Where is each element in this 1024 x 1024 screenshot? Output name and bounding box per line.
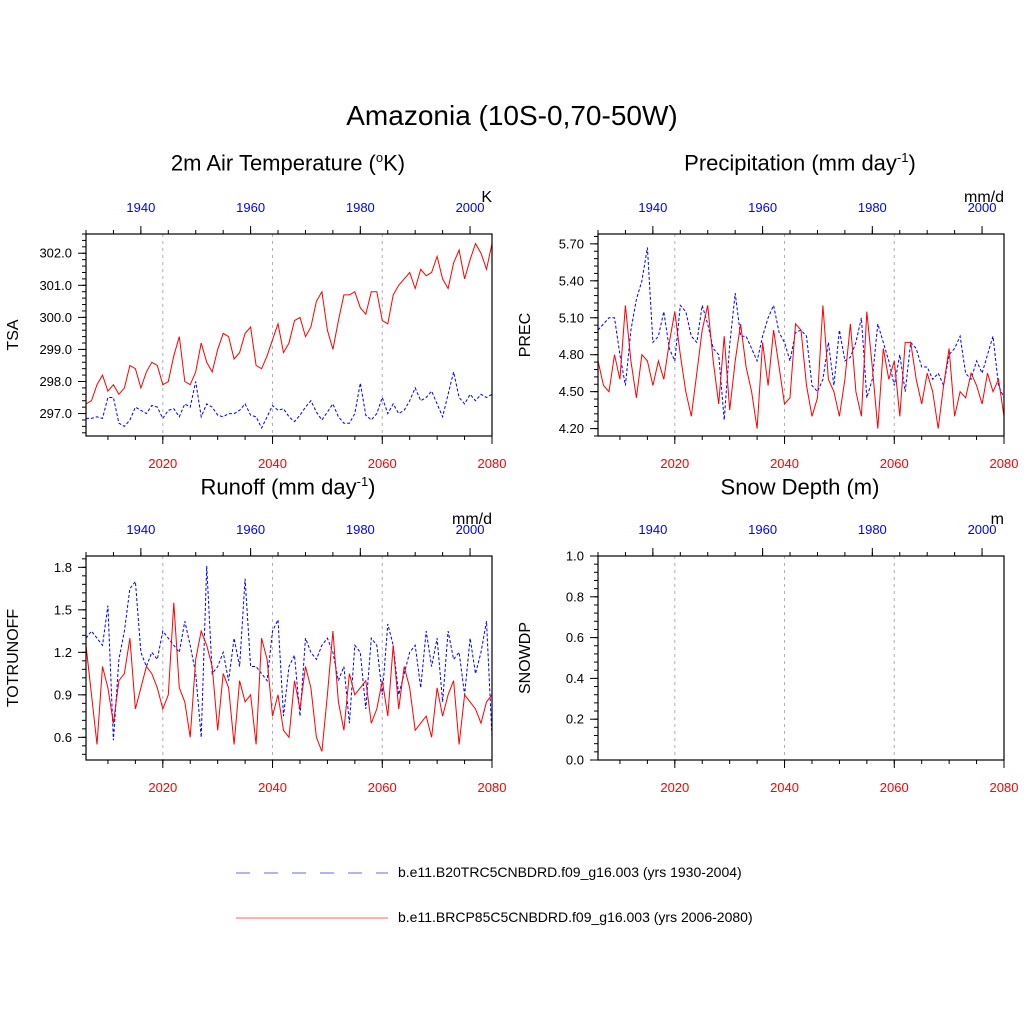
figure-title: Amazonia (10S-0,70-50W) [346, 100, 678, 131]
title-superscript: -1 [896, 150, 909, 165]
panel-title-snow-depth: Snow Depth (m) [590, 474, 1010, 500]
panel-snowdp: 2020 2040 2060 2080 1940 1960 1980 2000 0.0 0.2 0.… [517, 511, 1018, 795]
x-top-tick-label: 2000 [968, 200, 997, 215]
title-superscript: -1 [356, 474, 369, 489]
x-tick-label: 2080 [478, 456, 507, 471]
y-tick-label: 5.70 [559, 236, 584, 251]
y-tick-label: 300.0 [39, 310, 72, 325]
units-label: m [991, 511, 1004, 528]
x-top-tick-label: 1940 [126, 200, 155, 215]
title-tail: ) [908, 150, 916, 176]
units-label: K [481, 189, 492, 206]
x-tick-label: 2080 [990, 780, 1019, 795]
y-tick-label: 299.0 [39, 342, 72, 357]
x-tick-label: 2060 [368, 780, 397, 795]
x-top-tick-label: 2000 [456, 522, 485, 537]
x-tick-label: 2040 [258, 456, 287, 471]
series-line-future [86, 602, 492, 752]
y-axis-label: SNOWDP [517, 622, 534, 694]
y-tick-label: 4.80 [559, 347, 584, 362]
x-tick-label: 2060 [368, 456, 397, 471]
x-tick-label: 2040 [770, 780, 799, 795]
y-axis-label: PREC [517, 313, 534, 357]
y-tick-label: 0.2 [566, 712, 584, 727]
x-top-tick-label: 1980 [346, 522, 375, 537]
x-top-tick-label: 1960 [236, 522, 265, 537]
x-top-tick-label: 1960 [236, 200, 265, 215]
y-tick-label: 1.8 [54, 560, 72, 575]
panel-prec: 2020 2040 2060 2080 1940 1960 1980 2000 4.20 4.50… [517, 189, 1018, 471]
title-tail: ) [368, 474, 376, 500]
plot-frame [597, 233, 1005, 437]
x-top-tick-label: 1980 [858, 522, 887, 537]
plot-frame [85, 555, 493, 761]
x-top-tick-label: 1980 [858, 200, 887, 215]
y-tick-label: 1.0 [566, 549, 584, 564]
units-label: mm/d [964, 189, 1004, 206]
y-tick-label: 0.6 [54, 730, 72, 745]
y-tick-label: 0.0 [566, 753, 584, 768]
title-text: 2m Air Temperature ( [170, 150, 376, 176]
y-tick-label: 302.0 [39, 246, 72, 261]
panel-totrunoff: 2020 2040 2060 2080 1940 1960 1980 2000 0.6 0.9 1.… [5, 511, 506, 795]
plot-frame [597, 555, 1005, 761]
series-line-future [598, 305, 1004, 429]
y-tick-label: 5.10 [559, 310, 584, 325]
y-axis-label: TSA [5, 319, 22, 350]
series-line-historical [86, 565, 492, 741]
x-top-tick-label: 1980 [346, 200, 375, 215]
panel-tsa: 2020 2040 2060 2080 1940 1960 1980 2000 297.0 298… [5, 189, 506, 471]
units-label: mm/d [452, 511, 492, 528]
x-top-tick-label: 1940 [638, 200, 667, 215]
series-line-historical [86, 371, 492, 430]
legend [236, 872, 388, 919]
x-tick-label: 2040 [258, 780, 287, 795]
plot-frame [85, 233, 493, 437]
x-top-tick-label: 1960 [748, 200, 777, 215]
x-tick-label: 2020 [148, 780, 177, 795]
y-tick-label: 301.0 [39, 278, 72, 293]
y-tick-label: 0.4 [566, 671, 584, 686]
x-tick-label: 2020 [660, 780, 689, 795]
x-tick-label: 2060 [880, 780, 909, 795]
y-tick-label: 4.50 [559, 384, 584, 399]
x-top-tick-label: 1940 [638, 522, 667, 537]
panel-title-runoff: Runoff (mm day-1) [78, 474, 498, 500]
y-axis-label: TOTRUNOFF [5, 609, 22, 708]
y-tick-label: 1.2 [54, 645, 72, 660]
x-top-tick-label: 2000 [968, 522, 997, 537]
y-tick-label: 0.9 [54, 687, 72, 702]
x-top-tick-label: 1940 [126, 522, 155, 537]
series-line-future [86, 242, 492, 405]
x-tick-label: 2020 [660, 456, 689, 471]
title-tail: K) [383, 150, 406, 176]
y-tick-label: 1.5 [54, 602, 72, 617]
x-top-tick-label: 1960 [748, 522, 777, 537]
panel-title-temperature: 2m Air Temperature (oK) [78, 150, 498, 176]
y-tick-label: 5.40 [559, 273, 584, 288]
x-top-tick-label: 2000 [456, 200, 485, 215]
title-text: Runoff (mm day [200, 474, 357, 500]
y-tick-label: 4.20 [559, 421, 584, 436]
x-tick-label: 2080 [478, 780, 507, 795]
y-tick-label: 298.0 [39, 374, 72, 389]
x-tick-label: 2040 [770, 456, 799, 471]
x-tick-label: 2020 [148, 456, 177, 471]
x-tick-label: 2060 [880, 456, 909, 471]
panel-title-precipitation: Precipitation (mm day-1) [590, 150, 1010, 176]
y-tick-label: 0.6 [566, 630, 584, 645]
title-text: Precipitation (mm day [684, 150, 897, 176]
y-tick-label: 0.8 [566, 589, 584, 604]
title-text: Snow Depth (m) [720, 474, 880, 500]
title-superscript: o [375, 150, 384, 165]
x-tick-label: 2080 [990, 456, 1019, 471]
legend-label-future: b.e11.BRCP85C5CNBDRD.f09_g16.003 (yrs 20… [398, 909, 753, 925]
y-tick-label: 297.0 [39, 406, 72, 421]
legend-label-historical: b.e11.B20TRC5CNBDRD.f09_g16.003 (yrs 193… [398, 864, 742, 880]
